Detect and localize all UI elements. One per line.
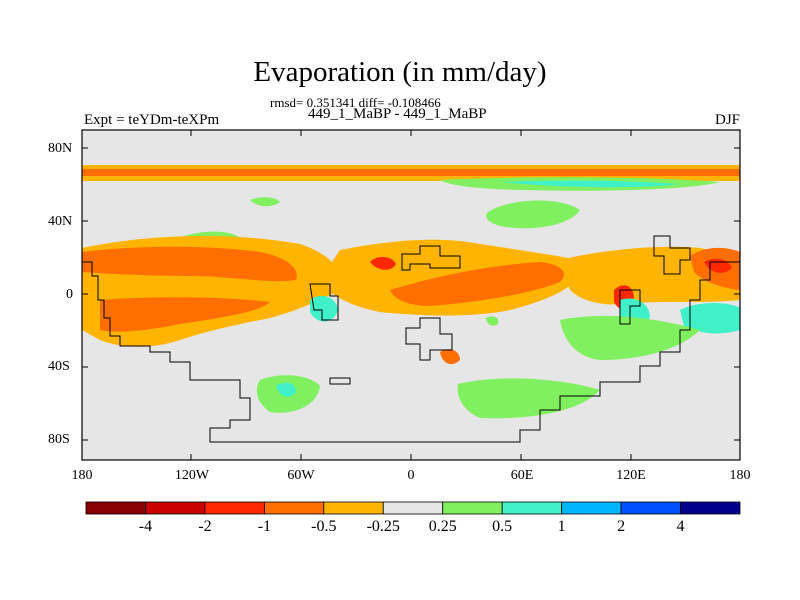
y-tick-label: 0 — [66, 287, 73, 302]
y-tick-label: 40S — [48, 359, 70, 374]
colorbar-swatch — [204, 501, 265, 515]
colorbar-label: -0.5 — [311, 518, 337, 535]
x-tick-label: 0 — [407, 468, 415, 483]
coastline-island — [329, 377, 351, 385]
colorbar-swatch — [442, 501, 503, 515]
field-atlantic-orange — [390, 262, 564, 306]
map-title: Evaporation (in mm/day) — [253, 56, 547, 88]
x-tick-label: 60W — [287, 468, 315, 483]
y-tick-label: 40N — [48, 214, 73, 229]
colorbar-label: 2 — [617, 518, 626, 535]
y-tick-label: 80N — [48, 141, 73, 156]
field-green-south-indian — [560, 315, 700, 360]
field-cyan-east — [680, 303, 740, 334]
subtitle: 449_1_MaBP - 449_1_MaBP — [308, 106, 487, 122]
field-cyan-south-atlantic — [276, 382, 296, 397]
colorbar-label: -4 — [138, 518, 153, 535]
field-pacific-orange-south — [100, 297, 270, 332]
field-green-southern-ocean — [457, 378, 600, 419]
colorbar-swatch — [145, 501, 206, 515]
x-tick-label: 120E — [616, 468, 646, 483]
field-green-patch — [250, 197, 280, 207]
field-arctic-core — [82, 169, 740, 176]
coastline-main — [82, 261, 740, 443]
stats-text: rmsd= 0.351341 diff= -0.108466 — [270, 95, 441, 110]
field-pacific-orange-north — [82, 246, 297, 282]
coastline-africa — [405, 317, 453, 361]
coastline-india — [619, 289, 641, 325]
colorbar-swatch — [323, 501, 384, 515]
colorbar-swatch — [85, 501, 146, 515]
field-cyan-amazon — [310, 295, 338, 322]
experiment-label: Expt = teYDm-teXPm — [84, 112, 220, 128]
coastline-asia — [653, 235, 691, 275]
colorbar-label: 1 — [557, 518, 566, 535]
field-red-patch — [370, 256, 396, 270]
map-plot-area — [82, 130, 740, 460]
colorbar-label: -2 — [198, 518, 212, 535]
season-label: DJF — [714, 112, 740, 128]
colorbar-swatch — [680, 501, 741, 515]
field-green-dot — [486, 316, 499, 326]
colorbar-swatch — [263, 501, 325, 515]
colorbar-label: -0.25 — [366, 518, 400, 535]
coastline-mediterranean — [401, 245, 461, 271]
colorbar-swatch — [620, 501, 681, 515]
x-tick-label: 180 — [729, 468, 751, 483]
tick-marks — [81, 130, 741, 460]
colorbar-label: 0.5 — [492, 518, 513, 535]
colorbar-label: -1 — [257, 518, 272, 535]
x-tick-label: 60E — [510, 468, 534, 483]
colorbar-label: 0.25 — [428, 518, 457, 535]
coastline-south-america — [309, 283, 339, 321]
colorbar — [85, 501, 741, 515]
field-eurasia-green — [486, 200, 580, 229]
colorbar-swatch — [561, 501, 622, 515]
field-north-cyan — [500, 180, 680, 188]
x-tick-label: 180 — [71, 468, 93, 483]
colorbar-swatch — [501, 501, 563, 515]
x-tick-label: 120W — [174, 468, 210, 483]
y-tick-label: 80S — [48, 432, 70, 447]
colorbar-label: 4 — [676, 518, 685, 535]
field-orange-patch-south — [440, 349, 460, 365]
colorbar-swatch — [382, 501, 444, 515]
